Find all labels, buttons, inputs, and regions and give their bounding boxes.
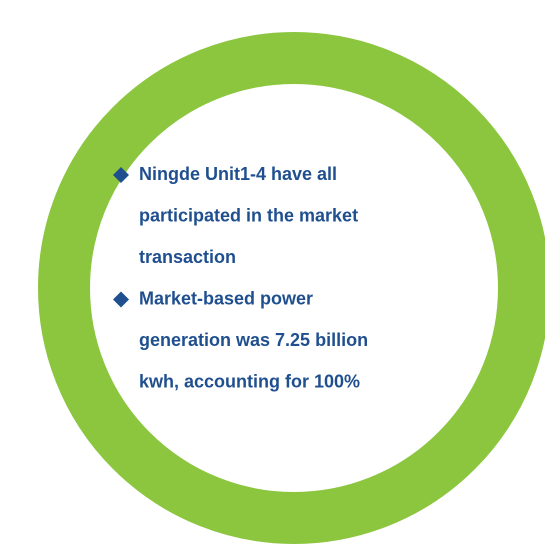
bullet-diamond: [113, 167, 129, 183]
bullet-text: generation was 7.25 billion: [139, 330, 368, 350]
bullet-list: Ningde Unit1-4 have all participated in t…: [113, 164, 368, 391]
bullet-text: participated in the market: [139, 205, 358, 225]
bullet-text: transaction: [139, 247, 236, 267]
green-ring: [38, 32, 545, 544]
bullet-text: Market-based power: [139, 288, 313, 308]
bullet-text: kwh, accounting for 100%: [139, 371, 360, 391]
bullet-diamond: [113, 291, 129, 308]
bullet-text: Ningde Unit1-4 have all: [139, 164, 337, 184]
